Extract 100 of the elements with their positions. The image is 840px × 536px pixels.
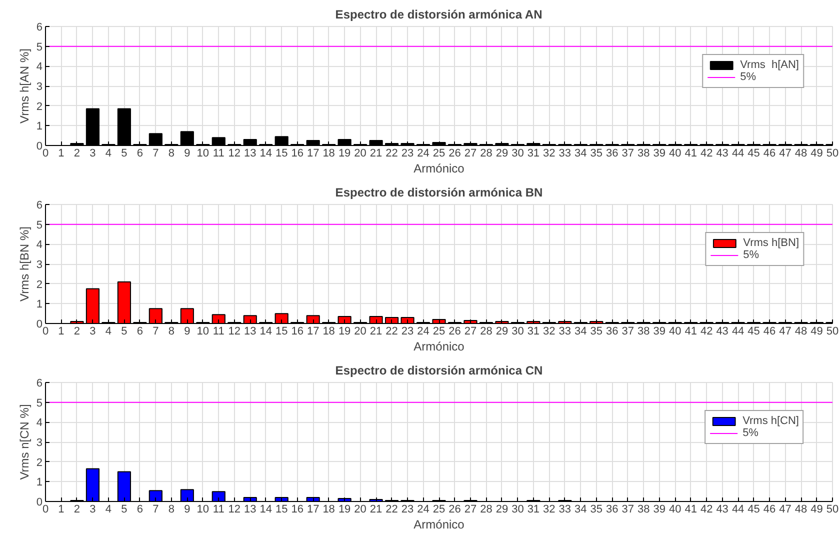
y-tick-label: 5 — [36, 219, 43, 232]
x-tick-label: 42 — [700, 148, 713, 160]
x-tick-label: 16 — [291, 148, 304, 160]
x-tick-label: 29 — [496, 326, 508, 338]
x-tick-label: 4 — [105, 326, 112, 338]
x-tick-label: 9 — [184, 504, 190, 516]
x-tick-label: 3 — [90, 148, 96, 160]
x-tick-label: 7 — [152, 326, 159, 338]
x-tick-label: 17 — [306, 504, 320, 516]
x-tick-label: 26 — [448, 504, 461, 516]
x-tick-label: 32 — [543, 326, 556, 338]
x-tick-label: 24 — [417, 326, 430, 338]
x-tick-label: 35 — [590, 326, 603, 338]
y-tick-label: 6 — [36, 200, 43, 212]
legend-label: 5% — [743, 249, 760, 261]
x-tick-label: 44 — [732, 326, 744, 338]
x-tick-label: 25 — [432, 326, 446, 338]
x-tick-label: 22 — [386, 326, 398, 338]
x-tick-label: 23 — [401, 326, 414, 338]
x-tick-label: 33 — [558, 504, 572, 516]
x-tick-label: 6 — [136, 326, 144, 338]
y-axis-title: Vrms h[BN %] — [17, 226, 32, 302]
y-tick-label: 1 — [36, 120, 43, 133]
x-tick-label: 41 — [684, 504, 697, 516]
x-tick-label: 34 — [574, 326, 587, 338]
x-tick-label: 13 — [244, 504, 256, 516]
x-tick-label: 8 — [168, 504, 174, 516]
x-tick-label: 18 — [322, 148, 335, 160]
x-tick-label: 9 — [184, 148, 190, 160]
x-tick-label: 1 — [58, 148, 64, 160]
x-tick-label: 25 — [432, 148, 446, 160]
x-axis-title: Armónico — [414, 162, 465, 176]
x-tick-label: 30 — [512, 326, 524, 338]
y-tick-label: 4 — [36, 239, 43, 252]
x-tick-label: 49 — [810, 326, 823, 338]
x-tick-label: 18 — [322, 326, 335, 338]
x-tick-label: 39 — [653, 148, 666, 160]
x-tick-label: 15 — [275, 326, 288, 338]
x-tick-label: 27 — [464, 148, 477, 160]
legend-label: 5% — [742, 427, 760, 439]
x-tick-label: 34 — [574, 148, 587, 160]
y-tick-label: 2 — [36, 456, 43, 469]
y-tick-label: 3 — [36, 259, 43, 271]
x-tick-label: 28 — [480, 326, 492, 338]
x-tick-label: 38 — [638, 504, 650, 516]
x-tick-label: 10 — [196, 148, 210, 160]
x-tick-label: 43 — [716, 504, 728, 516]
x-tick-label: 42 — [700, 504, 713, 516]
x-tick-label: 13 — [244, 326, 256, 338]
x-tick-label: 31 — [527, 326, 540, 338]
x-tick-label: 17 — [306, 326, 320, 338]
x-tick-label: 14 — [260, 326, 272, 338]
x-tick-label: 31 — [527, 504, 540, 516]
x-tick-label: 30 — [512, 504, 524, 516]
x-tick-label: 19 — [338, 148, 351, 160]
x-tick-label: 29 — [496, 504, 508, 516]
x-tick-label: 37 — [622, 148, 634, 160]
x-tick-label: 28 — [480, 504, 492, 516]
x-axis-title: Armónico — [414, 518, 465, 532]
x-tick-label: 17 — [306, 148, 320, 160]
legend-label: Vrms h[AN] — [740, 59, 799, 71]
x-tick-label: 23 — [401, 504, 414, 516]
x-tick-label: 40 — [668, 148, 682, 160]
x-tick-label: 19 — [338, 326, 351, 338]
x-tick-label: 39 — [653, 504, 666, 516]
x-tick-label: 26 — [448, 326, 461, 338]
x-tick-label: 27 — [464, 326, 477, 338]
x-tick-label: 13 — [244, 148, 256, 160]
x-tick-label: 48 — [794, 504, 808, 516]
x-tick-label: 12 — [228, 148, 241, 160]
x-tick-label: 47 — [779, 504, 792, 516]
x-tick-label: 36 — [606, 504, 618, 516]
x-tick-label: 23 — [401, 148, 414, 160]
x-tick-label: 41 — [684, 148, 697, 160]
x-tick-label: 12 — [228, 326, 241, 338]
y-tick-label: 4 — [36, 417, 43, 430]
x-tick-label: 6 — [136, 148, 144, 160]
x-tick-label: 41 — [684, 326, 697, 338]
legend-label: 5% — [740, 71, 758, 83]
legend-label: Vrms h[CN] — [742, 415, 799, 427]
x-tick-label: 48 — [794, 326, 808, 338]
x-tick-label: 5 — [121, 326, 128, 338]
x-tick-label: 36 — [606, 148, 618, 160]
x-tick-label: 22 — [386, 148, 398, 160]
x-tick-label: 28 — [480, 148, 492, 160]
x-tick-label: 11 — [212, 504, 224, 516]
x-tick-label: 10 — [196, 504, 210, 516]
x-tick-label: 32 — [543, 504, 556, 516]
x-tick-label: 47 — [779, 148, 792, 160]
x-tick-label: 7 — [152, 504, 159, 516]
x-tick-label: 20 — [354, 326, 366, 338]
x-tick-label: 40 — [668, 504, 682, 516]
x-tick-label: 3 — [90, 326, 96, 338]
x-tick-label: 30 — [512, 148, 524, 160]
x-tick-label: 6 — [136, 504, 144, 516]
x-tick-label: 33 — [558, 148, 572, 160]
x-tick-label: 50 — [826, 326, 839, 338]
x-tick-label: 48 — [794, 148, 808, 160]
y-tick-label: 6 — [36, 22, 43, 34]
x-tick-label: 5 — [121, 504, 128, 516]
